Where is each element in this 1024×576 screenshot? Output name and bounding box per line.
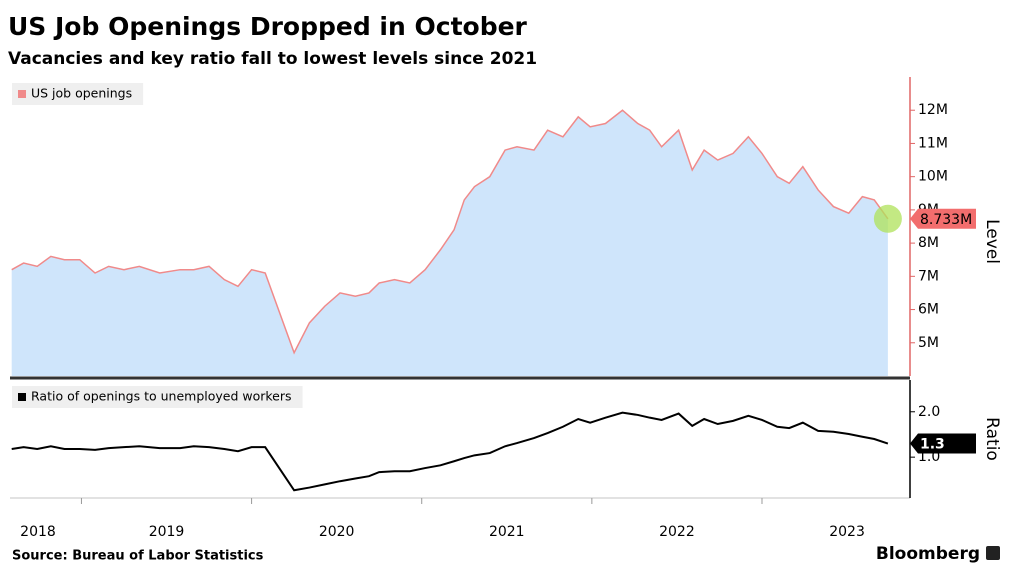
y-tick-label: 2.0 [918,404,940,420]
last-point-highlight [873,204,902,233]
y-axis-title: Level [982,219,1002,264]
value-label: 1.3 [920,437,945,453]
y-tick-label: 8M [918,235,939,251]
chart-title: US Job Openings Dropped in October [8,12,528,41]
x-tick-label: 2019 [149,524,185,540]
legend-label: Ratio of openings to unemployed workers [31,389,292,404]
brand-icon [986,546,1000,560]
line [11,411,889,492]
y-tick-label: 10M [918,169,948,185]
legend-label: US job openings [31,86,132,101]
x-tick-label: 2022 [659,524,695,540]
chart-subtitle: Vacancies and key ratio fall to lowest l… [8,49,537,69]
y-axis-title: Ratio [982,417,1002,461]
brand: Bloomberg [876,544,980,564]
legend-swatch [18,393,26,401]
x-tick-label: 2023 [829,524,865,540]
y-tick-label: 6M [918,302,939,318]
legend-box [12,83,144,105]
x-tick-label: 2018 [20,524,56,540]
x-tick-label: 2021 [489,524,525,540]
legend-swatch [18,90,26,98]
legend-box [12,386,303,408]
value-label-box [910,433,976,454]
y-tick-label: 7M [918,268,939,284]
y-tick-label: 12M [918,102,948,118]
value-label: 8.733M [920,212,972,228]
area-fill [11,110,888,376]
source: Source: Bureau of Labor Statistics [12,549,264,564]
y-tick-label: 5M [918,335,939,351]
y-tick-label: 11M [918,135,948,151]
value-label-box [910,208,976,229]
x-tick-label: 2020 [319,524,355,540]
area-line [11,109,889,355]
